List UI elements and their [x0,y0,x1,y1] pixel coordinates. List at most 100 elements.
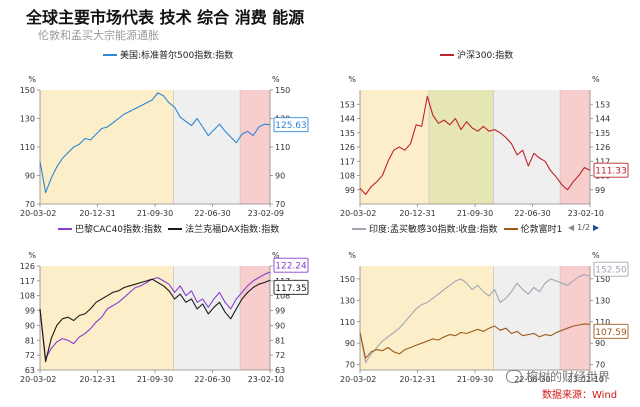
legend-swatch-csi [440,53,454,56]
shade-region-2 [493,90,561,204]
page-title: 全球主要市场代表 技术 综合 消费 能源 [26,8,305,27]
y-tick-label-right: 108 [275,292,290,301]
y-tick-label-right: 130 [595,296,610,305]
y-tick-label-right: 153 [595,100,610,109]
legend-spx: 美国:标准普尔500指数:指数 [103,48,239,61]
x-tick-label: 20-12-31 [399,209,435,218]
watermark-text: 榕树的财经世界 [526,370,611,384]
y-tick-label-right: 63 [275,366,285,375]
end-label-1: 117.35 [273,279,309,295]
wechat-icon [506,370,522,383]
series-line-0 [359,274,591,364]
y-tick-label-right: 70 [595,361,605,370]
y-tick-label-right: 144 [595,115,610,124]
y-tick-label-left: 99 [345,186,355,195]
x-tick-label: 20-12-31 [399,375,435,384]
y-tick-label-right: 117 [595,157,610,166]
series-line-1 [359,323,591,359]
y-tick-label-right: 126 [595,143,610,152]
pager-prev-icon[interactable]: ◀ [568,223,575,232]
y-tick-label-left: 72 [25,351,35,360]
y-tick-label-left: 90 [345,339,355,348]
y-tick-label-left: 99 [25,307,35,316]
legend-swatch-ftse [503,227,518,230]
y-tick-label-left: 150 [20,86,35,95]
x-tick-label: 23-02-10 [248,375,284,384]
legend-csi: 沪深300:指数 [440,48,519,61]
x-tick-label: 22-06-30 [514,375,550,384]
y-tick-label-right: 90 [595,339,605,348]
unit-right: % [272,75,280,84]
series-line-0 [359,95,591,196]
y-tick-label-right: 70 [275,200,285,209]
y-tick-label-left: 81 [25,336,35,345]
y-tick-label-left: 70 [25,200,35,209]
legend-pager: ◀ 1/2 ▶ [568,223,599,232]
x-tick-label: 22-06-30 [194,209,230,218]
y-tick-label-right: 135 [595,129,610,138]
shade-region-2 [240,266,270,370]
end-label-text: 117.35 [275,284,307,294]
end-label-text: 122.24 [275,262,307,272]
legend-label-spx: 美国:标准普尔500指数:指数 [120,51,234,61]
x-tick-label: 20-12-31 [79,209,115,218]
unit-left: % [28,251,36,260]
x-tick-label: 20-03-02 [20,209,56,218]
y-tick-label-left: 108 [20,292,35,301]
legend-europe: 巴黎CAC40指数:指数 法兰克福DAX指数:指数 [58,222,285,235]
y-tick-label-right: 150 [275,86,290,95]
pager-next-icon[interactable]: ▶ [593,223,600,232]
end-label-text: 152.50 [595,266,627,276]
chart-csi300: %%99991081081171171261261351351441441531… [340,75,629,218]
series-line-0 [39,92,271,194]
end-label-1: 107.59 [593,323,629,339]
y-tick-label-left: 70 [345,361,355,370]
end-label-0: 152.50 [593,261,629,277]
x-tick-label: 23-02-09 [248,209,284,218]
legend-swatch-dax [168,227,183,230]
shade-region-0 [360,90,429,204]
chart-spx: %%7070909011011013013015015020-03-0220-1… [20,75,309,218]
x-tick-label: 21-09-30 [137,375,173,384]
x-tick-label: 20-03-02 [340,375,376,384]
shade-region-0 [40,266,174,370]
end-label-box [273,257,309,273]
y-tick-label-left: 130 [20,115,35,124]
unit-right: % [592,75,600,84]
series-line-1 [39,278,271,363]
end-label-text: 111.33 [595,167,627,177]
y-tick-label-left: 150 [340,275,355,284]
x-tick-label: 20-03-02 [20,375,56,384]
y-tick-label-left: 110 [20,143,35,152]
y-tick-label-left: 117 [340,157,355,166]
legend-swatch-spx [103,53,117,56]
y-tick-label-right: 150 [595,275,610,284]
x-tick-label: 20-12-31 [79,375,115,384]
y-tick-label-right: 110 [595,318,610,327]
y-tick-label-left: 130 [340,296,355,305]
legend-label-dax: 法兰克福DAX指数:指数 [185,225,280,235]
legend-india-uk: 印度:孟买敏感30指数:收盘:指数 伦敦富时1 [352,222,568,235]
page-subtitle: 伦敦和孟买大宗能源通胀 [38,29,159,42]
y-tick-label-left: 90 [25,321,35,330]
shade-region-1 [429,90,494,204]
y-tick-label-right: 90 [275,172,285,181]
y-tick-label-left: 63 [25,366,35,375]
data-source: 数据来源：Wind [542,390,618,401]
shade-region-1 [173,266,241,370]
legend-label-ftse: 伦敦富时1 [520,225,563,235]
watermark: 榕树的财经世界 [506,368,610,385]
end-label-0: 111.33 [593,162,629,178]
y-tick-label-left: 126 [340,143,355,152]
unit-left: % [28,75,36,84]
end-label-text: 107.59 [595,328,627,338]
y-tick-label-left: 126 [20,262,35,271]
y-tick-label-right: 99 [275,307,285,316]
shade-region-3 [560,90,590,204]
unit-left: % [348,251,356,260]
y-tick-label-left: 135 [340,129,355,138]
chart-sensex-ftse: % % 70 70 90 90 110 110 130 130 150 150 20-03-02 20-1… [340,251,629,384]
end-label-text: 125.63 [275,121,307,131]
y-tick-label-left: 108 [340,172,355,181]
legend-label-csi: 沪深300:指数 [457,51,514,61]
